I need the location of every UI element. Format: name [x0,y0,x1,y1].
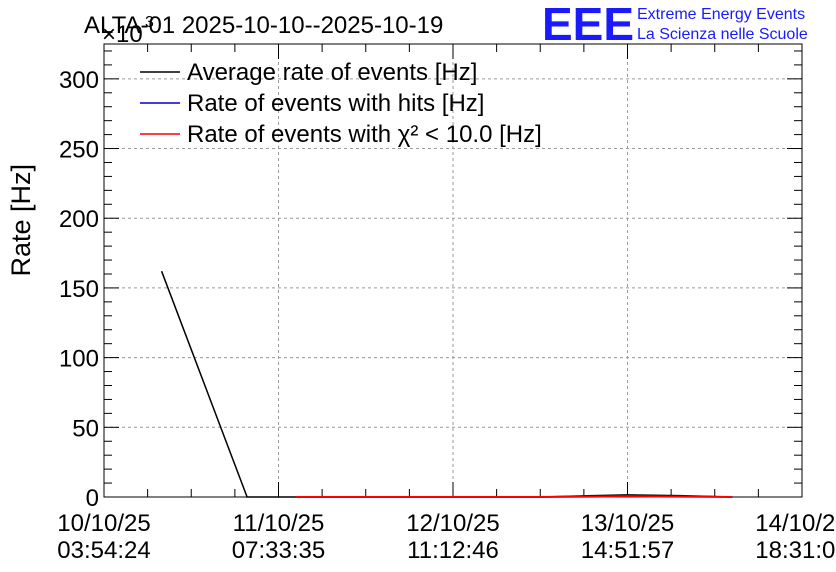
x-tick-label-date: 13/10/25 [581,510,674,537]
x-tick-label-time: 11:12:46 [407,537,499,564]
logo-text: EEE [542,0,634,50]
series [160,270,733,498]
legend-label-chi2: Rate of events with χ² < 10.0 [Hz] [187,121,542,148]
logo-line-2: La Scienza nelle Scuole [637,26,808,43]
x-tick-label-time: 03:54:24 [57,537,150,564]
y-tick-label: 200 [59,206,99,233]
series-line-0 [160,270,733,498]
chart-title: ALTA-01 2025-10-10--2025-10-19 [84,12,443,39]
eee-logo: EEE Extreme Energy Events La Scienza nel… [542,0,808,50]
x-tick-label-time: 07:33:35 [232,537,325,564]
y-tick-label: 150 [59,276,99,303]
x-tick-label-time: 14:51:57 [581,537,674,564]
legend: Average rate of events [Hz] Rate of even… [140,59,542,148]
y-tick-label: 250 [59,137,99,164]
x-tick-label-date: 14/10/25 [755,510,836,537]
x-tick-label-time: 18:31:08 [755,537,836,564]
legend-label-average: Average rate of events [Hz] [187,59,477,86]
y-axis-title: Rate [Hz] [6,164,36,277]
legend-label-hits: Rate of events with hits [Hz] [187,90,484,117]
series-line-2 [296,495,733,498]
x-tick-label-date: 10/10/25 [57,510,150,537]
x-tick-label-date: 12/10/25 [406,510,499,537]
y-tick-label: 100 [59,346,99,373]
y-multiplier-exponent: 3 [145,14,154,31]
y-tick-label: 50 [72,415,99,442]
y-tick-label: 0 [86,485,99,512]
y-tick-label: 300 [59,67,99,94]
x-tick-label-date: 11/10/25 [233,510,325,537]
logo-line-1: Extreme Energy Events [637,6,805,23]
